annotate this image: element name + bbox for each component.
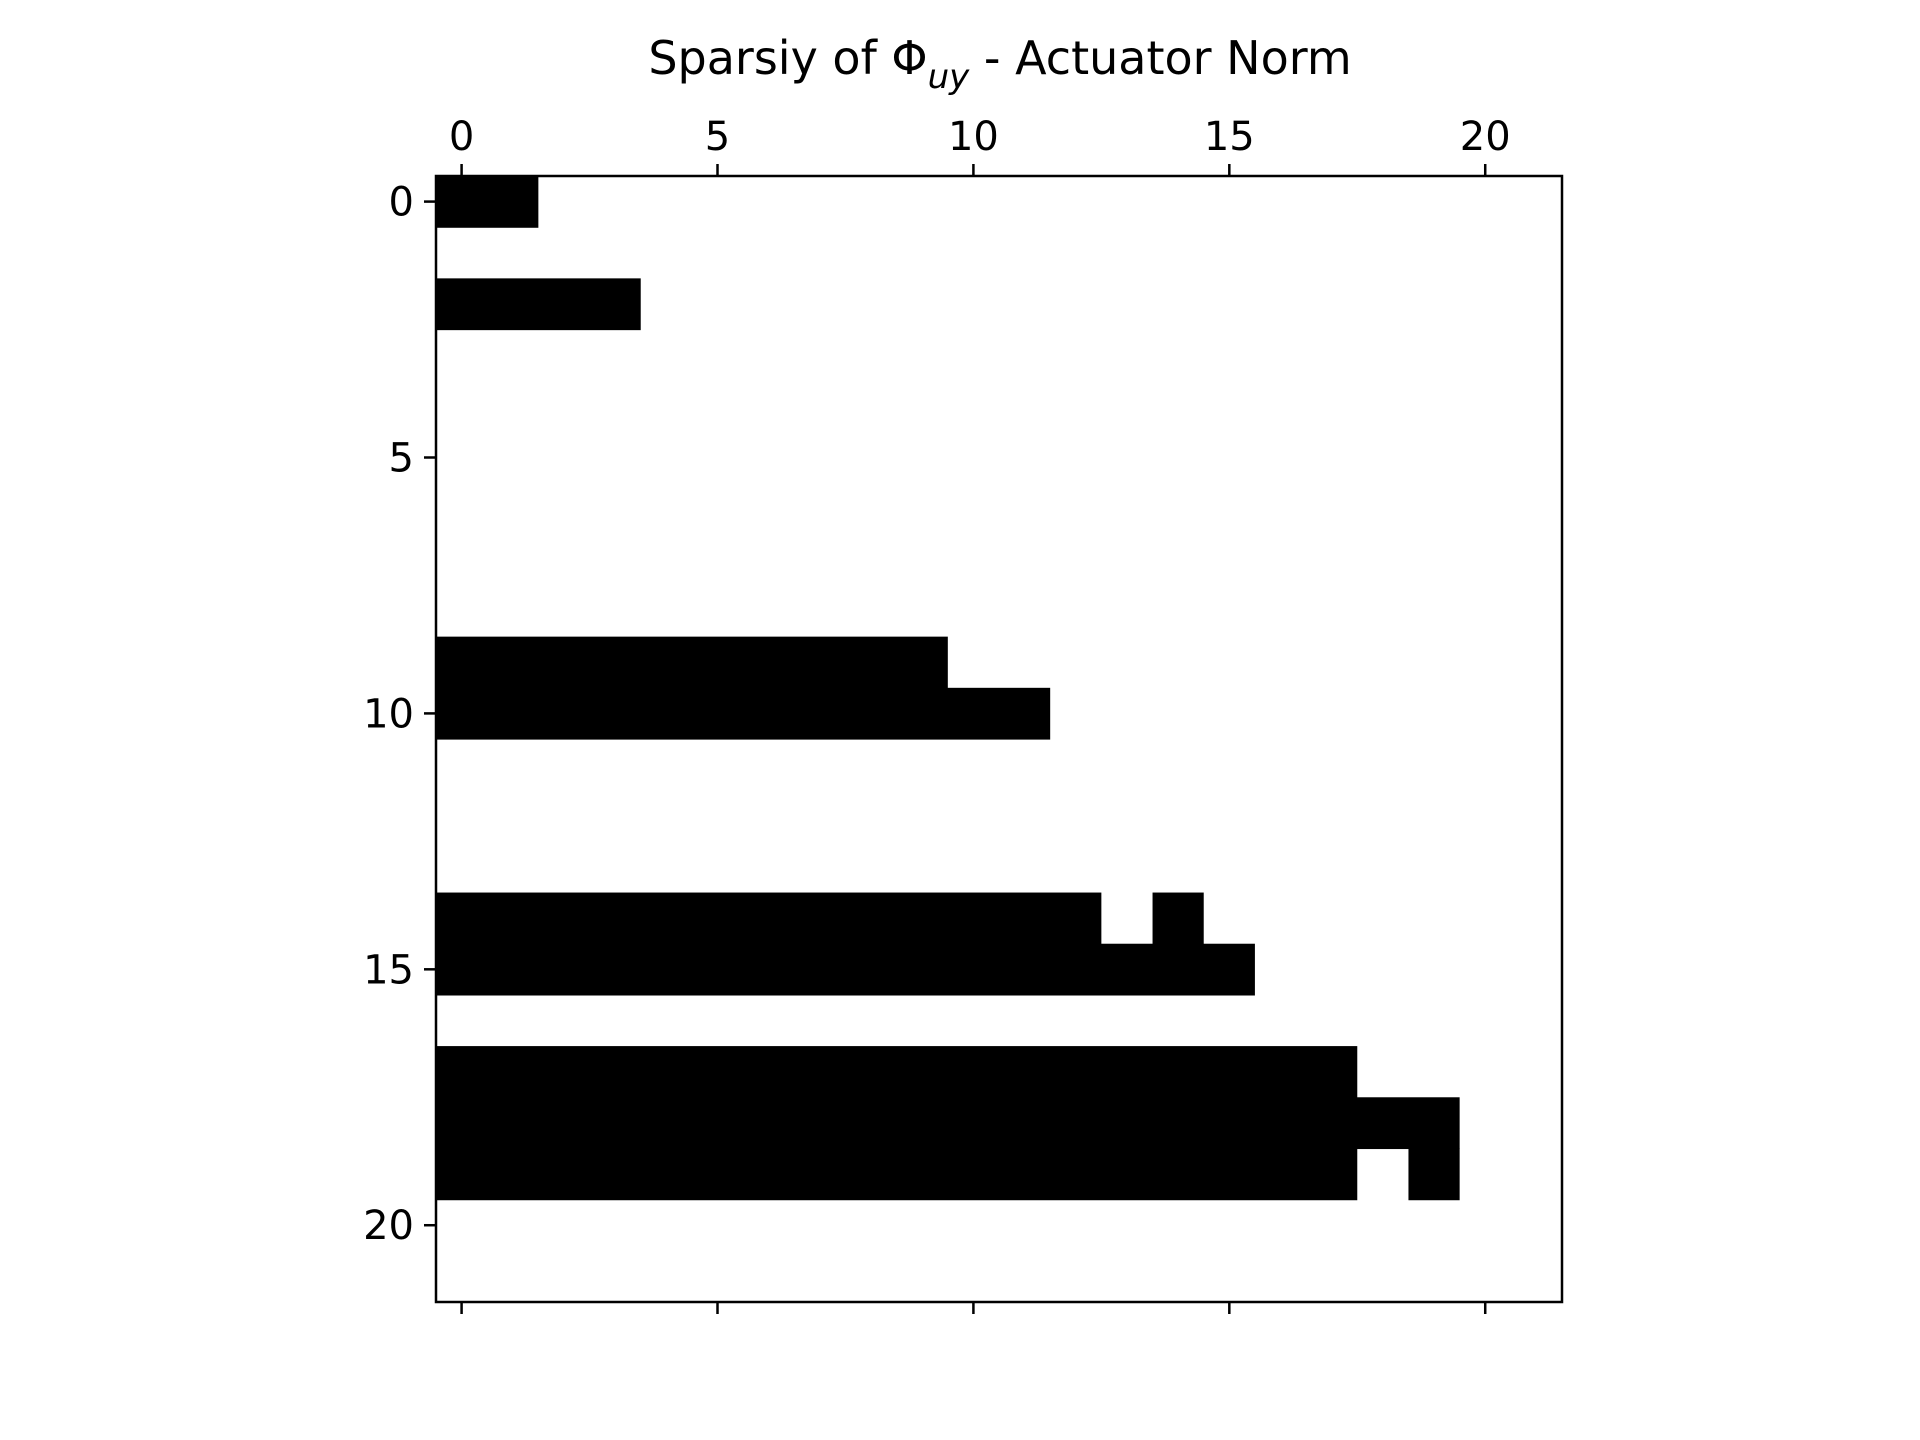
nonzero-cell-run: [436, 1148, 1358, 1201]
title-subscript: uy: [928, 57, 971, 97]
nonzero-cell-run: [1408, 1148, 1460, 1201]
plot-frame: [434, 174, 1564, 1304]
sparsity-cells: [436, 176, 1460, 1201]
nonzero-cell-run: [436, 176, 539, 228]
y-tick-label: 0: [389, 180, 414, 226]
x-tick-label: 0: [449, 114, 474, 160]
nonzero-cell-run: [436, 892, 1102, 945]
title-prefix: Sparsiy of Φ: [648, 31, 927, 85]
nonzero-cell-run: [436, 636, 948, 689]
y-tick-label: 20: [363, 1203, 414, 1249]
axis-ticks: 0 5 10 15 20 0 5 10 15 20: [363, 114, 1511, 1314]
chart-title: Sparsiy of Φuy - Actuator Norm: [648, 31, 1351, 97]
nonzero-cell-run: [436, 943, 1255, 996]
nonzero-cell-run: [436, 1097, 1460, 1150]
y-tick-label: 10: [363, 691, 414, 737]
nonzero-cell-run: [436, 1046, 1358, 1098]
y-tick-label: 15: [363, 947, 414, 993]
nonzero-cell-run: [436, 687, 1051, 740]
nonzero-cell-run: [436, 278, 641, 331]
y-tick-label: 5: [389, 436, 414, 482]
x-tick-label: 20: [1460, 114, 1511, 160]
x-tick-label: 15: [1204, 114, 1255, 160]
x-tick-label: 10: [948, 114, 999, 160]
title-suffix: - Actuator Norm: [969, 31, 1351, 85]
nonzero-cell-run: [1152, 892, 1204, 945]
x-tick-label: 5: [705, 114, 730, 160]
